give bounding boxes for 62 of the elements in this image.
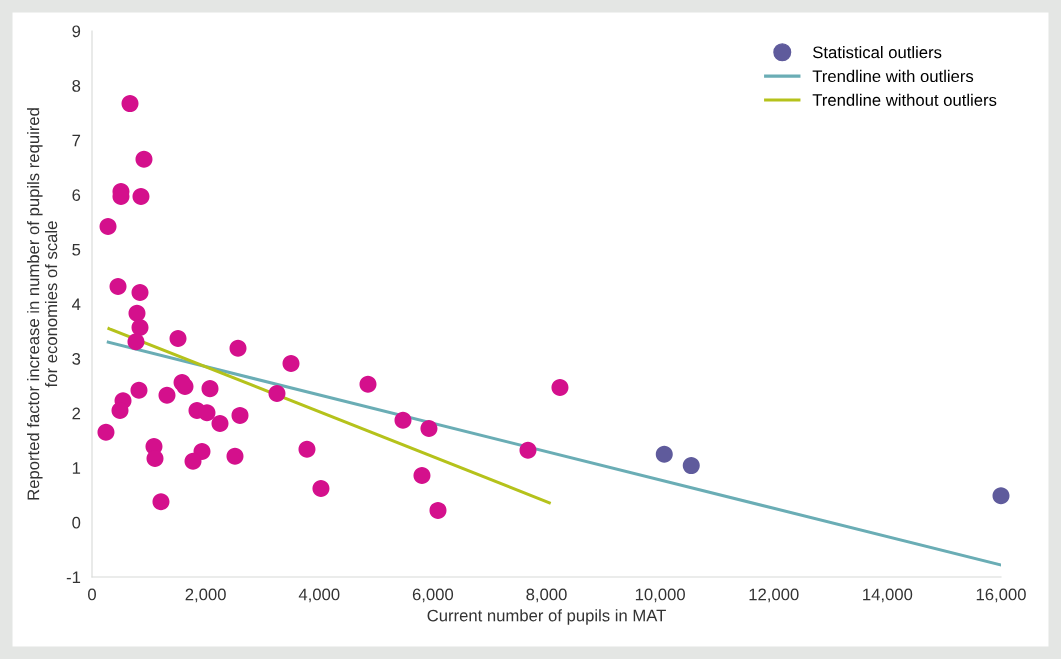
point [111,401,129,419]
y-tick-label: 1 [72,462,81,474]
y-tick-label: 9 [72,25,81,38]
point [229,339,247,357]
x-tick-label: 8,000 [526,588,567,603]
y-tick-label: -1 [66,571,81,584]
point [99,217,117,235]
point [109,278,127,296]
point [312,480,330,498]
point [231,406,249,424]
point [519,441,537,459]
point [152,493,170,511]
x-tick-label: 12,000 [749,588,799,603]
x-tick-label: 0 [88,588,96,601]
y-tick-label: 6 [72,189,81,201]
point [184,452,202,470]
point [429,501,447,519]
point [130,381,148,399]
point [132,187,150,205]
point [551,379,569,397]
point [655,445,673,463]
x-tick-label: 4,000 [298,588,340,603]
y-axis-title: Reported factor increase in number of pupils required for economies of scale [27,108,58,500]
point [413,466,431,484]
x-tick-label: 10,000 [635,588,685,603]
x-axis-title: Current number of pupils in MAT [427,609,666,625]
point [268,385,286,403]
point [394,411,412,429]
point [128,304,146,322]
y-tick-label: 8 [72,80,81,92]
point [992,487,1010,505]
point [282,355,300,373]
legend-label: Statistical outliers [813,46,942,59]
point [420,419,438,437]
point [97,423,115,441]
x-tick-label: 2,000 [185,588,226,603]
point [146,450,164,468]
point [158,386,176,404]
x-tick-label: 14,000 [863,588,913,603]
point [131,284,149,302]
legend-label: Trendline without outliers [812,93,997,106]
point [682,457,700,475]
point [226,447,244,465]
point [121,95,139,113]
legend-label: Trendline with outliers [812,69,974,83]
y-tick-label: 4 [72,298,81,311]
point [127,333,145,351]
point [169,329,187,347]
point [131,318,149,336]
point [211,415,229,433]
point [298,440,316,458]
x-tick-label: 16,000 [976,588,1026,603]
y-tick-label: 2 [72,407,81,420]
x-tick-label: 6,000 [412,588,454,603]
point [135,150,153,168]
y-tick-label: 0 [72,516,81,529]
y-tick-label: 5 [72,243,81,256]
y-tick-label: 7 [72,134,81,147]
y-tick-label: 3 [72,353,81,365]
point [359,375,377,393]
point [201,380,219,398]
point [198,404,216,422]
